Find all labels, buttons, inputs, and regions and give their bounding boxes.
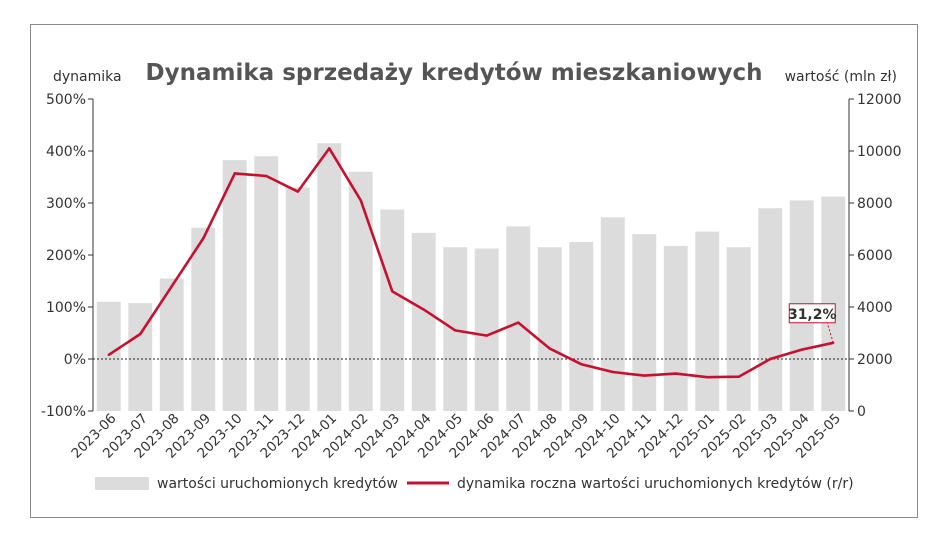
left-axis-label: dynamika [53,69,122,85]
legend-label-bar: wartości uruchomionych kredytów [157,476,398,492]
bar-2025-03 [758,208,783,411]
right-tick-label: 0 [857,404,866,420]
left-tick-label: -100% [41,404,86,420]
annotation-leader [826,322,834,343]
right-tick-label: 10000 [857,144,902,160]
line-point-2024-12 [674,372,677,375]
line-point-2024-02 [359,199,362,202]
bar-2023-07 [128,303,153,411]
line-series-dynamika [108,147,834,379]
bar-2023-10 [222,160,247,411]
line-point-2024-06 [485,334,488,337]
line-point-2023-06 [107,353,110,357]
chart-frame: Dynamika sprzedaży kredytów mieszkaniowy… [30,24,918,518]
legend-swatch-bar [95,477,149,490]
line-point-2024-03 [391,290,394,293]
line-point-2025-04 [800,348,803,351]
line-point-2024-05 [454,329,457,332]
left-tick-label: 100% [46,300,86,316]
right-tick-label: 2000 [857,352,893,368]
right-tick-label: 4000 [857,300,893,316]
line-point-2023-07 [139,332,142,336]
bar-2024-04 [411,232,436,411]
left-tick-label: 500% [46,92,86,108]
right-tick-label: 12000 [857,92,902,108]
line-point-2023-08 [170,285,173,288]
right-tick-label: 6000 [857,248,893,264]
right-tick-label: 8000 [857,196,893,212]
bar-2023-08 [159,278,184,411]
bar-2023-09 [191,227,216,411]
legend: wartości uruchomionych kredytów dynamika… [95,476,854,492]
left-tick-label: 400% [46,144,86,160]
line-point-2023-12 [296,190,299,193]
bar-2024-09 [569,242,594,411]
line-point-2023-09 [202,237,205,240]
bar-2025-02 [726,247,751,411]
line-point-2024-01 [328,147,331,150]
left-tick-label: 200% [46,248,86,264]
line-point-2024-04 [422,308,425,311]
line-point-2025-01 [706,376,709,379]
bar-2024-10 [600,217,625,411]
line-point-2023-10 [233,172,236,175]
line-point-2025-02 [737,375,740,378]
line-point-2024-07 [517,321,520,324]
bar-2024-06 [474,248,499,411]
line-point-2024-11 [643,374,646,377]
bar-2025-01 [695,231,720,411]
bar-2024-02 [348,171,373,411]
bar-2024-11 [632,234,657,411]
annotation-label: 31,2% [788,307,837,323]
bar-2024-08 [537,247,562,411]
bar-2023-12 [285,187,310,411]
left-tick-label: 300% [46,196,86,212]
line-point-2024-10 [611,370,614,374]
right-axis-label: wartość (mln zł) [785,69,897,85]
bar-2024-12 [663,245,688,411]
left-tick-label: 0% [64,352,86,368]
line-point-2025-03 [769,357,772,361]
line-point-2023-11 [265,174,268,178]
bar-2024-03 [380,209,405,411]
line-point-2024-08 [548,347,551,350]
bar-2023-11 [254,156,279,411]
annotation-box [788,303,836,324]
bar-2024-07 [506,226,531,411]
bar-2024-01 [317,143,342,411]
chart-title: Dynamika sprzedaży kredytów mieszkaniowy… [146,60,763,86]
legend-label-line: dynamika roczna wartości uruchomionych k… [457,476,854,492]
chart: Dynamika sprzedaży kredytów mieszkaniowy… [41,60,902,492]
line-point-2024-09 [580,363,583,366]
bar-2023-06 [96,301,121,411]
